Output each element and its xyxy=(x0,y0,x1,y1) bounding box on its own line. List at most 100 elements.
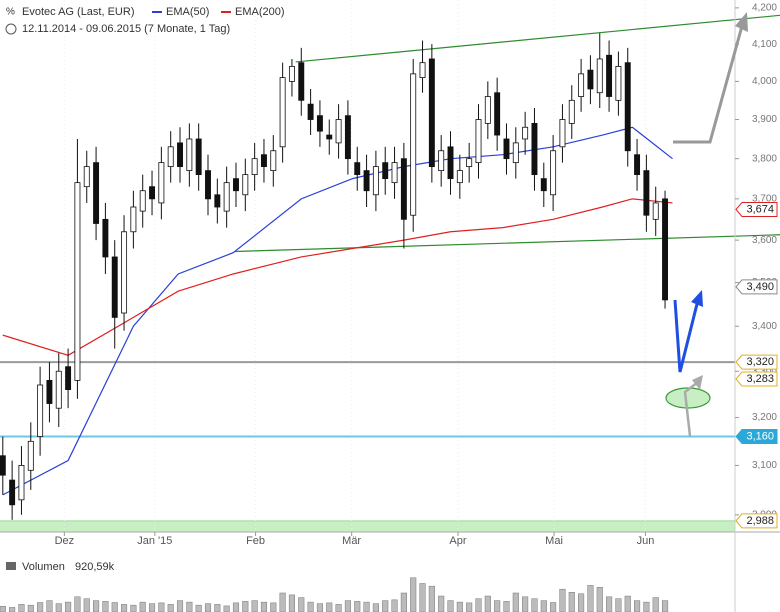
x-tick-label: Mär xyxy=(342,535,361,547)
candle-body xyxy=(503,138,510,160)
volume-label: 920,59k xyxy=(75,561,115,573)
blue-arrow xyxy=(673,299,700,373)
ema-line xyxy=(2,198,673,356)
volume-icon xyxy=(6,562,16,570)
candle-body xyxy=(410,73,417,216)
candle-body xyxy=(354,162,361,176)
y-tick-label: 3,100 xyxy=(752,460,777,471)
volume-bar xyxy=(27,604,34,612)
trend-line xyxy=(235,234,780,253)
volume-title: Volumen xyxy=(22,561,65,573)
plot-clip xyxy=(0,0,780,532)
volume-bar xyxy=(148,603,156,612)
volume-bar xyxy=(615,598,622,612)
volume-bar xyxy=(176,600,184,612)
volume-bar xyxy=(559,588,566,612)
candle-body xyxy=(288,65,295,82)
price-tag-label: 3,320 xyxy=(746,356,774,368)
price-tag-label: 2,988 xyxy=(746,515,774,527)
candle-body xyxy=(158,162,165,204)
volume-bar xyxy=(475,598,482,612)
volume-bar xyxy=(307,601,314,612)
candle-body xyxy=(643,170,650,216)
candle-body xyxy=(559,119,566,148)
candle-body xyxy=(186,138,193,172)
volume-bar xyxy=(83,598,90,612)
candle-body xyxy=(46,379,53,404)
volume-bar xyxy=(466,602,473,612)
candle-body xyxy=(214,194,221,208)
volume-bar xyxy=(270,602,277,612)
volume-bar xyxy=(634,600,641,612)
candle-body xyxy=(540,178,547,192)
volume-bar xyxy=(503,601,510,612)
volume-bar xyxy=(158,602,165,612)
volume-bar xyxy=(326,602,333,612)
x-tick-label: Jan '15 xyxy=(137,535,172,547)
volume-bar xyxy=(214,604,221,612)
volume-bar xyxy=(260,601,268,612)
volume-bar xyxy=(531,598,538,612)
candle-body xyxy=(316,115,323,132)
candle-body xyxy=(335,119,342,144)
volume-bar xyxy=(121,604,128,612)
volume-bar xyxy=(428,585,435,612)
volume-bar xyxy=(568,591,575,612)
grey-arrow xyxy=(673,25,744,144)
candle-body xyxy=(372,166,379,196)
candle-body xyxy=(205,170,211,200)
volume-bar xyxy=(512,592,519,612)
candle-body xyxy=(27,440,34,471)
volume-bar xyxy=(643,601,650,612)
price-tag xyxy=(735,371,778,387)
candle-body xyxy=(447,146,454,180)
icon: % xyxy=(6,7,15,18)
y-tick-label: 3,700 xyxy=(752,193,777,204)
candle-body xyxy=(652,202,659,220)
volume-bar xyxy=(251,600,258,612)
candle-body xyxy=(55,370,62,409)
candle-body xyxy=(130,206,137,233)
trend-line xyxy=(295,14,780,63)
candle-body xyxy=(242,174,249,196)
volume-bar xyxy=(447,600,454,612)
candle-body xyxy=(466,158,473,168)
candle-body xyxy=(391,162,398,184)
candle-body xyxy=(251,158,258,176)
candle-body xyxy=(233,178,239,192)
volume-bar xyxy=(606,596,613,612)
candle-body xyxy=(662,198,669,301)
x-tick-label: Mai xyxy=(545,535,563,547)
candle-body xyxy=(279,77,286,148)
volume-bar xyxy=(195,604,202,612)
price-tag xyxy=(735,201,778,217)
legend-entry: EMA(50) xyxy=(166,6,209,18)
volume-bar xyxy=(288,594,295,612)
candle-body xyxy=(93,162,100,224)
volume-bar xyxy=(456,601,463,612)
candle-body xyxy=(522,126,529,140)
volume-bar xyxy=(242,601,249,612)
candle-body xyxy=(382,162,389,180)
candle-body xyxy=(494,92,501,136)
arrow-head xyxy=(735,12,748,32)
candle-body xyxy=(121,231,128,314)
volume-bar xyxy=(550,602,557,612)
y-tick-label: 3,300 xyxy=(752,366,777,377)
x-tick-label: Dez xyxy=(55,535,75,547)
candle-body xyxy=(596,58,603,94)
candle-body xyxy=(419,62,426,79)
candle-body xyxy=(298,62,305,101)
candle-body xyxy=(0,455,6,476)
volume-bar xyxy=(335,604,342,612)
price-tag xyxy=(735,279,778,295)
candle-body xyxy=(111,256,118,318)
volume-bar xyxy=(18,604,25,612)
support-zone xyxy=(0,520,735,532)
y-tick-label: 3,900 xyxy=(752,114,777,125)
volume-bar xyxy=(400,592,407,612)
volume-bar xyxy=(46,600,53,612)
volume-bar xyxy=(204,603,212,612)
